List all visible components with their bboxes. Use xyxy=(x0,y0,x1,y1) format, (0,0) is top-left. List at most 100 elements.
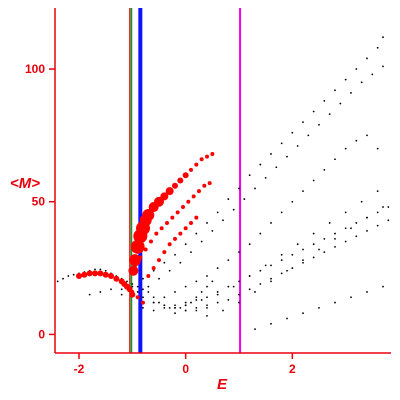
data-point xyxy=(270,222,272,224)
highlight-point xyxy=(173,236,177,241)
data-point xyxy=(142,296,144,299)
data-point xyxy=(211,230,214,232)
data-point xyxy=(179,261,182,264)
data-point xyxy=(195,296,198,299)
highlight-point xyxy=(151,266,156,271)
data-point xyxy=(174,306,176,309)
data-point xyxy=(184,304,187,307)
highlight-point xyxy=(165,220,169,225)
data-point xyxy=(248,174,251,177)
data-point xyxy=(323,168,326,171)
highlight-point xyxy=(205,154,209,159)
data-point xyxy=(286,155,288,158)
data-point xyxy=(206,222,208,224)
data-point xyxy=(200,299,203,301)
data-point xyxy=(174,312,176,315)
data-point xyxy=(382,206,384,208)
highlight-point xyxy=(129,254,141,267)
data-point xyxy=(163,261,166,264)
highlight-point xyxy=(102,271,109,278)
data-point xyxy=(179,306,182,309)
data-point xyxy=(334,245,336,248)
data-point xyxy=(200,240,203,243)
data-point xyxy=(195,299,198,301)
data-point xyxy=(307,134,310,137)
data-point xyxy=(259,232,262,235)
highlight-point xyxy=(191,194,196,199)
data-point xyxy=(280,259,283,262)
highlight-point xyxy=(130,289,135,294)
data-point xyxy=(382,65,384,68)
data-point xyxy=(259,163,262,166)
highlight-point xyxy=(130,239,145,254)
data-point xyxy=(366,291,368,293)
data-point xyxy=(291,267,294,269)
data-point xyxy=(280,211,283,214)
data-point xyxy=(280,253,283,256)
data-point xyxy=(302,248,304,251)
data-point xyxy=(366,57,368,60)
x-tick-label: -2 xyxy=(74,362,85,376)
data-point xyxy=(328,113,331,116)
data-point xyxy=(355,139,358,142)
highlight-point xyxy=(194,162,199,167)
data-point xyxy=(328,222,331,224)
highlight-point xyxy=(157,258,161,263)
data-point xyxy=(270,277,272,280)
data-point xyxy=(270,322,272,325)
data-point xyxy=(216,291,219,293)
axes xyxy=(49,8,391,359)
data-point xyxy=(291,253,294,256)
data-point xyxy=(344,78,347,81)
data-point xyxy=(318,123,320,126)
data-point xyxy=(323,99,326,102)
data-point xyxy=(248,243,251,246)
data-point xyxy=(152,296,155,299)
data-point xyxy=(195,309,198,312)
data-point xyxy=(350,296,352,299)
y-axis-label: <M> xyxy=(10,175,40,192)
data-point xyxy=(376,46,379,49)
data-point xyxy=(254,187,256,190)
data-point xyxy=(296,145,299,147)
highlight-point xyxy=(210,151,215,156)
highlight-point xyxy=(81,271,88,278)
highlight-point xyxy=(146,274,151,279)
data-point xyxy=(184,243,187,246)
data-point xyxy=(238,187,240,190)
highlight-point xyxy=(199,157,204,162)
data-point xyxy=(126,280,128,283)
data-point xyxy=(254,328,256,331)
data-point xyxy=(350,92,352,94)
y-tick-label: 0 xyxy=(38,327,45,341)
data-point xyxy=(275,166,278,169)
data-point xyxy=(147,291,150,293)
data-point xyxy=(147,285,150,288)
data-point xyxy=(110,288,112,291)
data-point xyxy=(56,280,59,283)
data-point xyxy=(99,291,102,293)
data-point xyxy=(131,283,134,285)
data-point xyxy=(168,306,171,309)
data-point xyxy=(232,285,235,288)
data-point xyxy=(158,301,160,304)
vertical-lines xyxy=(129,8,242,353)
highlight-point xyxy=(113,275,120,282)
highlight-point xyxy=(149,239,153,244)
x-axis-label: E xyxy=(217,376,228,393)
highlight-point xyxy=(128,265,139,276)
highlight-point xyxy=(165,187,174,196)
data-point xyxy=(291,131,294,134)
data-point xyxy=(291,200,294,203)
highlight-point xyxy=(170,215,175,220)
data-point xyxy=(270,264,272,267)
highlight-point xyxy=(108,273,114,280)
data-point xyxy=(206,296,208,299)
data-point xyxy=(360,81,363,84)
data-point xyxy=(312,110,315,113)
data-point xyxy=(387,219,390,222)
data-point xyxy=(174,304,176,307)
data-point xyxy=(163,296,166,299)
data-point xyxy=(206,314,208,317)
